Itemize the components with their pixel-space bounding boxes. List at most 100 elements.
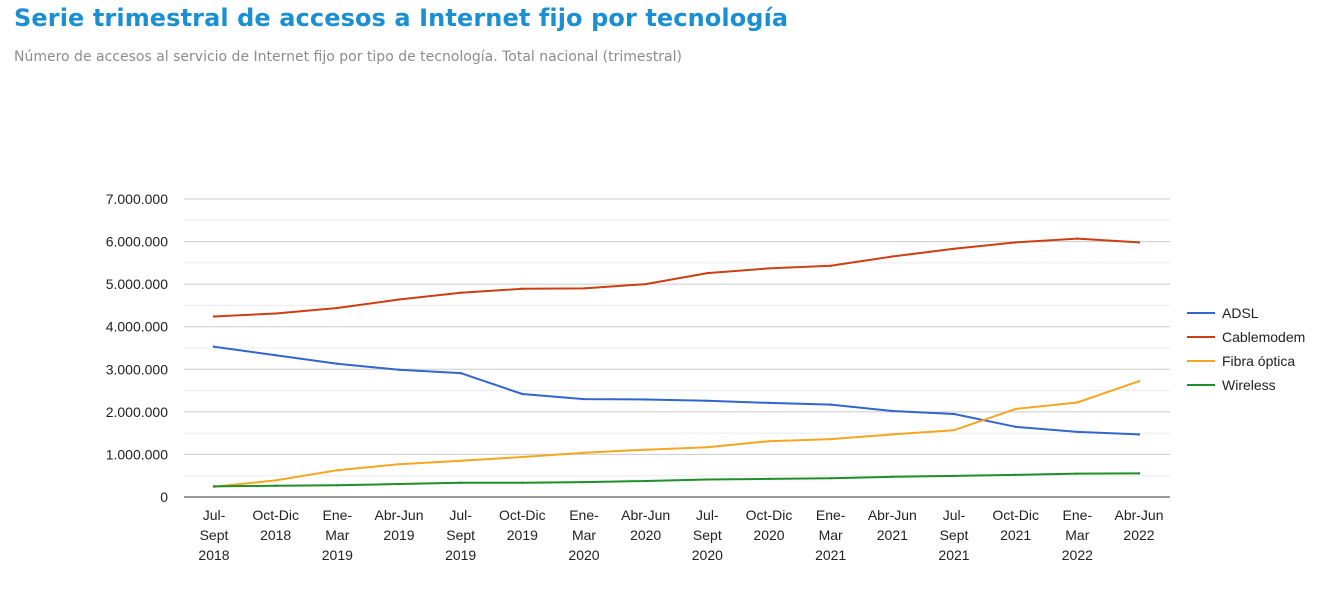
data-point: [706, 478, 709, 481]
x-tick-label: Abr-Jun 2022: [1114, 507, 1163, 543]
data-point: [1076, 401, 1079, 404]
y-tick-label: 4.000.000: [106, 319, 168, 335]
data-point: [767, 267, 771, 270]
data-point: [336, 468, 339, 472]
data-point: [644, 398, 647, 401]
x-tick-label-line: 2020: [692, 547, 723, 563]
x-tick-label-line: 2021: [1000, 527, 1031, 543]
x-tick-label-line: Jul-: [449, 507, 472, 523]
data-point: [1014, 241, 1017, 244]
x-tick-label-line: Abr-Jun: [621, 507, 670, 523]
x-tick-label-line: 2021: [877, 527, 908, 543]
x-tick-label-line: Ene-: [816, 507, 846, 523]
data-point: [582, 397, 586, 401]
x-tick-label-line: Ene-: [1063, 507, 1093, 523]
y-tick-label: 6.000.000: [106, 234, 168, 250]
data-point: [1076, 237, 1079, 240]
x-tick-label: Jul- Sept 2018: [198, 507, 229, 563]
x-tick-label-line: Mar: [1065, 527, 1089, 543]
x-tick-label-line: Abr-Jun: [1114, 507, 1163, 523]
data-point: [952, 412, 956, 416]
data-point: [829, 437, 832, 441]
series-line-wireless: [213, 472, 1140, 488]
x-tick-label-line: Jul-: [943, 507, 966, 523]
x-tick-label-line: Ene-: [569, 507, 599, 523]
data-point: [891, 255, 894, 258]
data-point: [1014, 473, 1017, 477]
series-lines: [212, 237, 1141, 488]
legend: ADSL Cablemodem Fibra óptica Wireless: [1187, 305, 1305, 393]
x-tick-label-line: 2021: [938, 547, 969, 563]
data-point: [706, 445, 709, 449]
x-tick-label: Abr-Jun 2020: [621, 507, 670, 543]
x-tick-label-line: 2020: [630, 527, 661, 543]
x-tick-label: Abr-Jun 2021: [868, 507, 917, 543]
x-tick-label: Ene- Mar 2022: [1062, 507, 1093, 563]
x-tick-label: Ene- Mar 2020: [568, 507, 599, 563]
x-tick-label-line: Sept: [200, 527, 229, 543]
data-point: [767, 440, 771, 443]
x-tick-label: Ene- Mar 2019: [322, 507, 353, 563]
x-tick-label-line: Abr-Jun: [374, 507, 423, 523]
y-tick-label: 7.000.000: [106, 191, 168, 207]
x-tick-label-line: 2022: [1123, 527, 1154, 543]
data-point: [274, 479, 277, 482]
data-point: [1137, 433, 1141, 436]
x-tick-label-line: 2018: [260, 527, 291, 543]
x-tick-label-line: 2020: [568, 547, 599, 563]
legend-label: Fibra óptica: [1222, 353, 1295, 369]
series-line-cablemodem: [213, 237, 1140, 318]
x-tick-label: Jul- Sept 2020: [692, 507, 723, 563]
x-tick-label: Abr-Jun 2019: [374, 507, 423, 543]
data-point: [274, 484, 277, 487]
x-tick-label: Oct-Dic 2021: [992, 507, 1039, 543]
x-tick-label-line: 2019: [383, 527, 414, 543]
data-point: [459, 481, 462, 484]
page-subtitle: Número de accesos al servicio de Interne…: [14, 49, 682, 65]
x-tick-label: Jul- Sept 2019: [445, 507, 476, 563]
data-point: [767, 401, 771, 405]
data-point: [459, 371, 462, 375]
x-tick-label-line: Sept: [446, 527, 475, 543]
x-tick-label-line: Ene-: [323, 507, 353, 523]
x-tick-label-line: Mar: [572, 527, 596, 543]
x-tick-label-line: Oct-Dic: [992, 507, 1039, 523]
x-tick-label: Oct-Dic 2018: [252, 507, 299, 543]
y-tick-label: 1.000.000: [106, 446, 168, 462]
data-point: [829, 477, 832, 480]
data-point: [1014, 425, 1017, 428]
data-point: [521, 287, 524, 291]
data-point: [459, 459, 462, 463]
data-point: [397, 463, 401, 466]
x-tick-label-line: 2019: [507, 527, 538, 543]
x-tick-label-line: Oct-Dic: [746, 507, 793, 523]
y-tick-label: 0: [160, 489, 168, 505]
x-tick-label-line: 2022: [1062, 547, 1093, 563]
page-title: Serie trimestral de accesos a Internet f…: [14, 4, 789, 32]
x-tick-label: Jul- Sept 2021: [938, 507, 969, 563]
x-tick-label-line: 2018: [198, 547, 229, 563]
y-tick-label: 2.000.000: [106, 404, 168, 420]
x-tick-label-line: Mar: [819, 527, 843, 543]
legend-label: ADSL: [1222, 305, 1259, 321]
data-point: [829, 403, 832, 406]
legend-label: Cablemodem: [1222, 329, 1305, 345]
data-point: [1076, 472, 1079, 475]
axes: 0 1.000.000 2.000.000 3.000.000 4.000.000 5.0…: [106, 191, 1170, 563]
data-point: [891, 409, 894, 413]
data-point: [891, 433, 894, 436]
x-tick-label-line: Sept: [940, 527, 969, 543]
data-point: [336, 362, 339, 365]
series-line-fibra-ptica: [213, 380, 1140, 488]
data-point: [459, 291, 462, 294]
data-point: [1076, 430, 1079, 434]
data-point: [582, 287, 586, 290]
data-point: [829, 264, 832, 268]
data-point: [212, 485, 216, 488]
x-tick-label-line: 2019: [322, 547, 353, 563]
x-tick-label-line: 2019: [445, 547, 476, 563]
x-tick-label-line: 2020: [753, 527, 784, 543]
data-point: [582, 451, 586, 454]
x-tick-label: Oct-Dic 2020: [746, 507, 793, 543]
